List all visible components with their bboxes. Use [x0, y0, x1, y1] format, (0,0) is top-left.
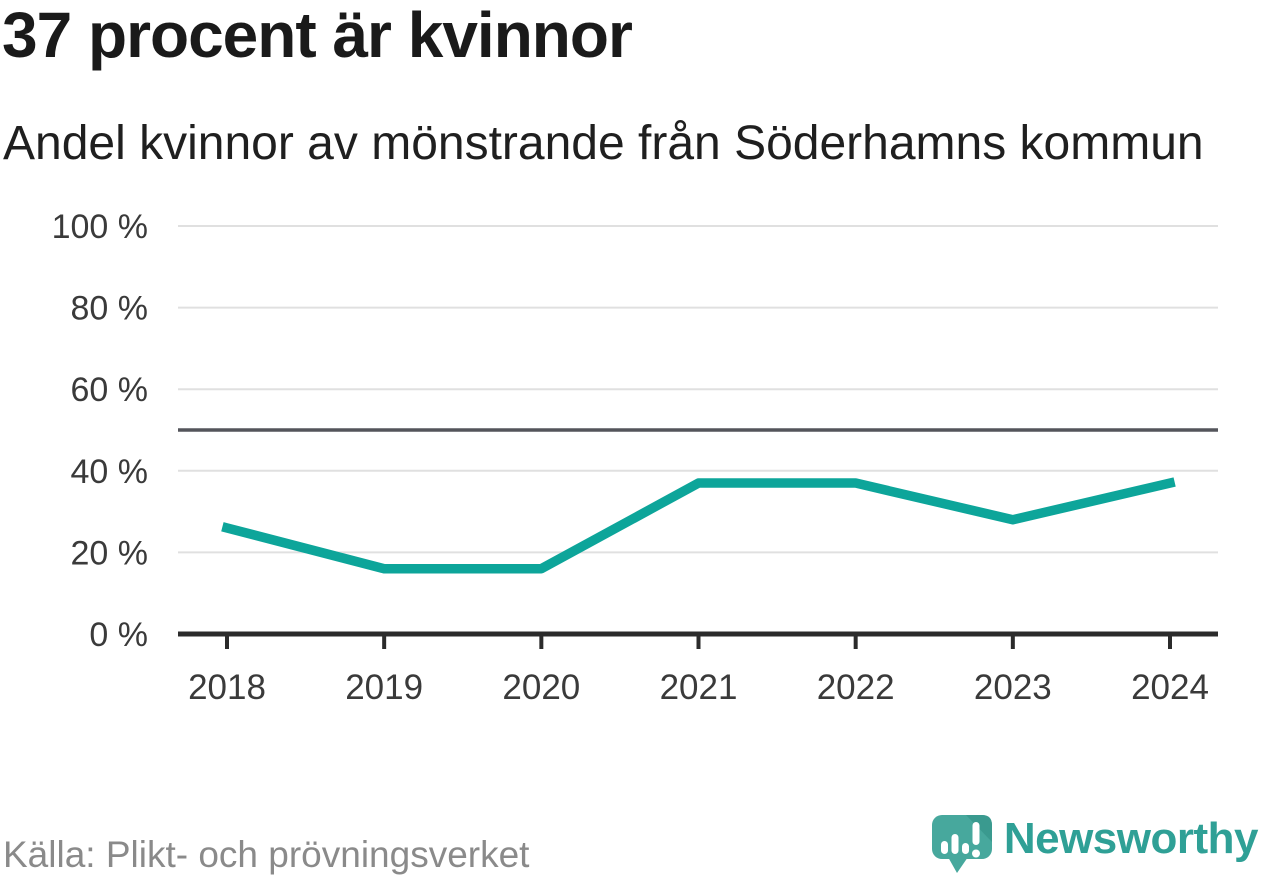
chart-title: 37 procent är kvinnor	[2, 0, 633, 71]
chart-subtitle: Andel kvinnor av mönstrande från Söderha…	[3, 117, 1204, 170]
y-tick-label: 60 %	[71, 371, 149, 409]
y-tick-label: 40 %	[71, 453, 149, 491]
x-tick-label: 2022	[817, 668, 895, 707]
x-tick-label: 2019	[345, 668, 423, 707]
newsworthy-logo: Newsworthy	[931, 814, 1259, 875]
y-tick-label: 80 %	[71, 290, 149, 328]
y-tick-label: 100 %	[52, 208, 148, 246]
newsworthy-logo-text: Newsworthy	[1003, 814, 1259, 863]
x-tick-label: 2021	[660, 668, 738, 707]
x-tick-label: 2018	[188, 668, 266, 707]
logo-bar-2	[951, 834, 959, 854]
x-tick-label: 2023	[974, 668, 1052, 707]
data-line	[221, 477, 1176, 574]
logo-exclamation-icon	[972, 822, 980, 845]
x-tick-label: 2024	[1131, 668, 1209, 707]
x-tick-label: 2020	[502, 668, 580, 707]
logo-exclamation-dot	[971, 849, 980, 858]
logo-bar-1	[940, 841, 948, 854]
y-tick-label: 20 %	[71, 534, 149, 572]
y-tick-label: 0 %	[89, 616, 148, 654]
newsworthy-logo-icon	[931, 815, 992, 873]
logo-bar-3	[961, 843, 969, 854]
source-note: Källa: Plikt- och prövningsverket	[3, 834, 530, 875]
